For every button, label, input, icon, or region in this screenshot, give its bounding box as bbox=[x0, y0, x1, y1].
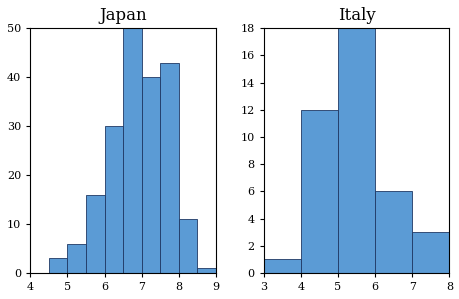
Title: Italy: Italy bbox=[337, 7, 375, 24]
Bar bbox=[337, 28, 375, 273]
Bar bbox=[179, 219, 197, 273]
Bar bbox=[123, 28, 141, 273]
Bar bbox=[104, 126, 123, 273]
Bar bbox=[411, 232, 448, 273]
Bar bbox=[86, 195, 104, 273]
Bar bbox=[67, 244, 86, 273]
Bar bbox=[375, 191, 411, 273]
Bar bbox=[197, 268, 216, 273]
Bar bbox=[160, 62, 179, 273]
Title: Japan: Japan bbox=[99, 7, 146, 24]
Bar bbox=[141, 77, 160, 273]
Bar bbox=[300, 110, 337, 273]
Bar bbox=[49, 258, 67, 273]
Bar bbox=[263, 260, 300, 273]
